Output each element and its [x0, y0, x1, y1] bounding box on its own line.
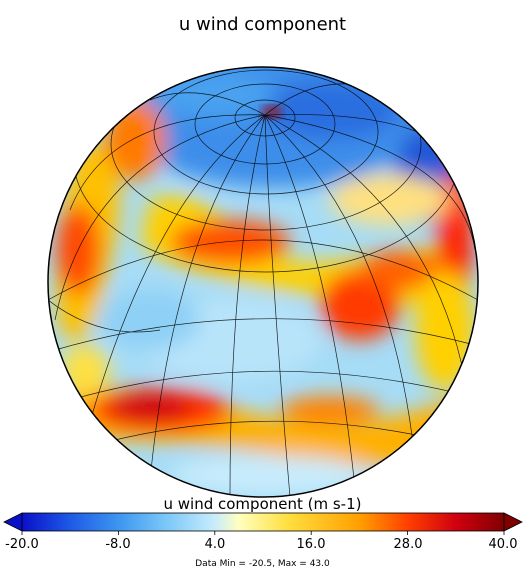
- colorbar: [3, 512, 523, 535]
- colorbar-high-extend: [503, 512, 523, 532]
- colorbar-label: u wind component (m s-1): [163, 495, 362, 513]
- colorbar-tick: 4.0: [204, 537, 226, 552]
- wind-field: [48, 67, 478, 497]
- colorbar-gradient: [21, 512, 505, 532]
- colorbar-tick: 28.0: [393, 537, 423, 552]
- colorbar-tick: 16.0: [296, 537, 326, 552]
- data-range-note: Data Min = -20.5, Max = 43.0: [195, 559, 330, 569]
- colorbar-tick: -8.0: [105, 537, 131, 552]
- colorbar-tick: -20.0: [5, 537, 39, 552]
- colorbar-tick: 40.0: [488, 537, 518, 552]
- map-title: u wind component: [178, 14, 347, 35]
- colorbar-low-extend: [3, 512, 23, 532]
